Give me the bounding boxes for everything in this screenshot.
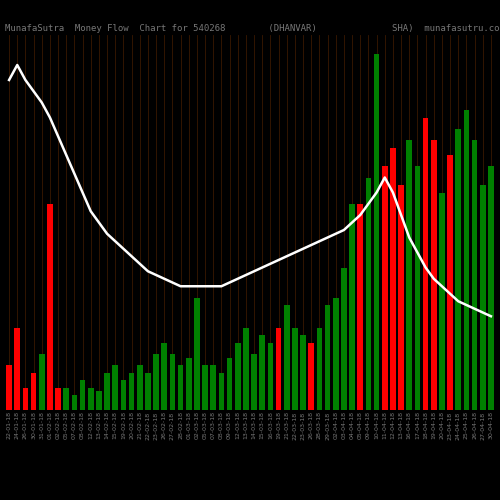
Bar	[170, 354, 175, 410]
Bar	[488, 166, 494, 410]
Bar	[72, 395, 78, 410]
Bar	[162, 342, 167, 410]
Bar	[226, 358, 232, 410]
Bar	[243, 328, 249, 410]
Bar	[22, 388, 28, 410]
Bar	[431, 140, 436, 410]
Bar	[398, 185, 404, 410]
Bar	[88, 388, 94, 410]
Bar	[64, 388, 69, 410]
Bar	[218, 372, 224, 410]
Bar	[300, 335, 306, 410]
Bar	[276, 328, 281, 410]
Bar	[439, 192, 445, 410]
Bar	[333, 298, 338, 410]
Bar	[341, 268, 347, 410]
Bar	[55, 388, 61, 410]
Bar	[251, 354, 257, 410]
Bar	[374, 54, 380, 410]
Bar	[422, 118, 428, 410]
Bar	[194, 298, 200, 410]
Bar	[137, 365, 142, 410]
Bar	[96, 391, 102, 410]
Bar	[47, 204, 53, 410]
Bar	[447, 155, 453, 410]
Bar	[324, 305, 330, 410]
Bar	[358, 204, 363, 410]
Bar	[210, 365, 216, 410]
Bar	[406, 140, 412, 410]
Bar	[414, 166, 420, 410]
Bar	[456, 128, 461, 410]
Text: MunafaSutra  Money Flow  Chart for 540268        (DHANVAR)              SHA)  mu: MunafaSutra Money Flow Chart for 540268 …	[5, 24, 500, 33]
Bar	[178, 365, 184, 410]
Bar	[80, 380, 86, 410]
Bar	[268, 342, 274, 410]
Bar	[464, 110, 469, 410]
Bar	[186, 358, 192, 410]
Bar	[308, 342, 314, 410]
Bar	[153, 354, 159, 410]
Bar	[145, 372, 151, 410]
Bar	[235, 342, 240, 410]
Bar	[112, 365, 118, 410]
Bar	[30, 372, 36, 410]
Bar	[480, 185, 486, 410]
Bar	[39, 354, 44, 410]
Bar	[316, 328, 322, 410]
Bar	[284, 305, 290, 410]
Bar	[390, 148, 396, 410]
Bar	[104, 372, 110, 410]
Bar	[472, 140, 478, 410]
Bar	[260, 335, 265, 410]
Bar	[382, 166, 388, 410]
Bar	[6, 365, 12, 410]
Bar	[366, 178, 372, 410]
Bar	[120, 380, 126, 410]
Bar	[202, 365, 208, 410]
Bar	[128, 372, 134, 410]
Bar	[349, 204, 355, 410]
Bar	[14, 328, 20, 410]
Bar	[292, 328, 298, 410]
